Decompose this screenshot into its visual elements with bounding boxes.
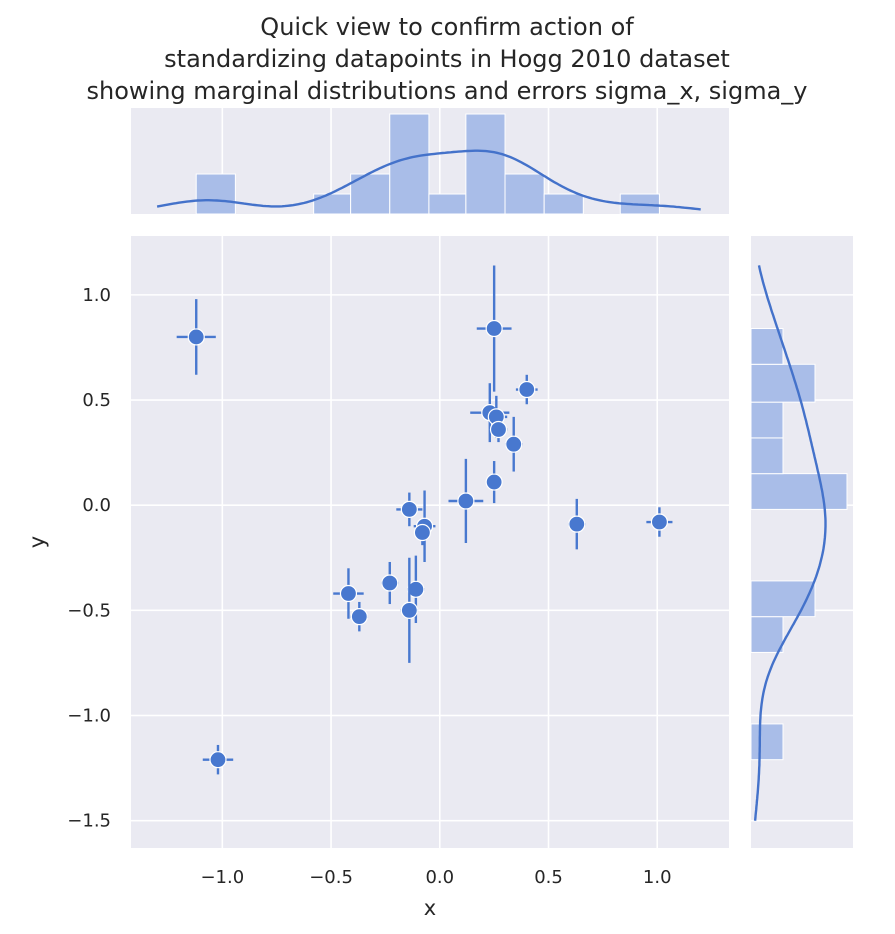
- point-marker: [650, 513, 669, 531]
- data-point: [568, 498, 586, 550]
- marginal-y-histogram-bar: [750, 328, 784, 365]
- title-line-2: standardizing datapoints in Hogg 2010 da…: [164, 45, 730, 73]
- marginal-x-histogram-bar: [195, 173, 236, 215]
- point-marker: [489, 420, 508, 439]
- marginal-y-histogram-bar: [750, 616, 784, 653]
- point-marker: [457, 492, 475, 510]
- y-tick-label: 0.5: [82, 390, 111, 411]
- marginal-y-histogram-bar: [750, 437, 784, 475]
- marginal-x-histogram-bar: [504, 173, 545, 215]
- data-point: [381, 561, 399, 605]
- y-axis-label: y: [25, 536, 49, 548]
- point-marker: [400, 601, 418, 619]
- y-tick-label: 0.0: [82, 495, 111, 516]
- point-marker: [518, 380, 536, 399]
- y-tick-label: 1.0: [82, 285, 111, 306]
- point-marker: [505, 435, 523, 453]
- data-point: [489, 416, 508, 443]
- marginal-y-histogram-bar: [750, 723, 784, 761]
- point-marker: [485, 473, 503, 491]
- point-marker: [568, 515, 586, 533]
- point-marker: [413, 523, 431, 542]
- point-marker: [400, 500, 418, 519]
- marginal-y-kde-curve: [753, 265, 827, 821]
- marginal-x-kde-curve: [156, 149, 701, 211]
- y-tick-label: −1.0: [67, 706, 111, 727]
- marginal-x-panel: [131, 108, 729, 215]
- x-tick-label: −0.5: [309, 867, 353, 888]
- point-marker: [209, 751, 227, 769]
- x-tick-label: 0.0: [425, 867, 454, 888]
- data-point: [396, 492, 423, 527]
- chart-title: Quick view to confirm action of standard…: [87, 13, 808, 105]
- marginal-y-histogram-bar: [750, 473, 848, 510]
- joint-plot-background: [131, 236, 729, 848]
- data-point: [333, 568, 364, 619]
- joint-scatter-panel: −1.0 −0.5 0.0 0.5 1.0 −1.5 −1.0 −0.5 0.0 0.5 1.0: [67, 236, 729, 888]
- data-point: [448, 458, 484, 544]
- point-marker: [339, 584, 358, 603]
- y-tick-label: −0.5: [67, 600, 111, 621]
- point-marker: [381, 574, 399, 592]
- data-point: [476, 265, 512, 392]
- data-point: [485, 461, 503, 504]
- x-axis-label: x: [424, 896, 436, 920]
- data-point: [646, 507, 673, 537]
- marginal-y-histogram-bar: [750, 401, 784, 439]
- marginal-x-histogram-bar: [465, 113, 506, 215]
- marginal-y-histogram-bar: [750, 363, 816, 403]
- data-point: [505, 416, 523, 472]
- marginal-x-histogram-bar: [389, 113, 430, 215]
- marginal-y-histogram-bar: [750, 580, 816, 618]
- point-marker: [485, 319, 503, 338]
- x-tick-label: −1.0: [200, 867, 244, 888]
- marginal-y-panel: [750, 236, 853, 848]
- data-point: [400, 557, 419, 663]
- point-marker: [187, 328, 205, 346]
- x-tick-label: 0.5: [534, 867, 563, 888]
- y-tick-label: −1.5: [67, 811, 111, 832]
- marginal-x-histogram-bar: [543, 193, 584, 215]
- point-marker: [407, 580, 425, 598]
- x-tick-label: 1.0: [643, 867, 672, 888]
- data-point: [515, 374, 538, 405]
- point-marker: [350, 608, 368, 626]
- title-line-1: Quick view to confirm action of: [260, 13, 634, 41]
- title-line-3: showing marginal distributions and error…: [87, 77, 808, 105]
- data-point: [176, 299, 216, 375]
- data-point: [202, 744, 234, 775]
- data-point: [413, 519, 431, 546]
- marginal-x-histogram-bar: [428, 193, 467, 215]
- data-point: [350, 601, 369, 632]
